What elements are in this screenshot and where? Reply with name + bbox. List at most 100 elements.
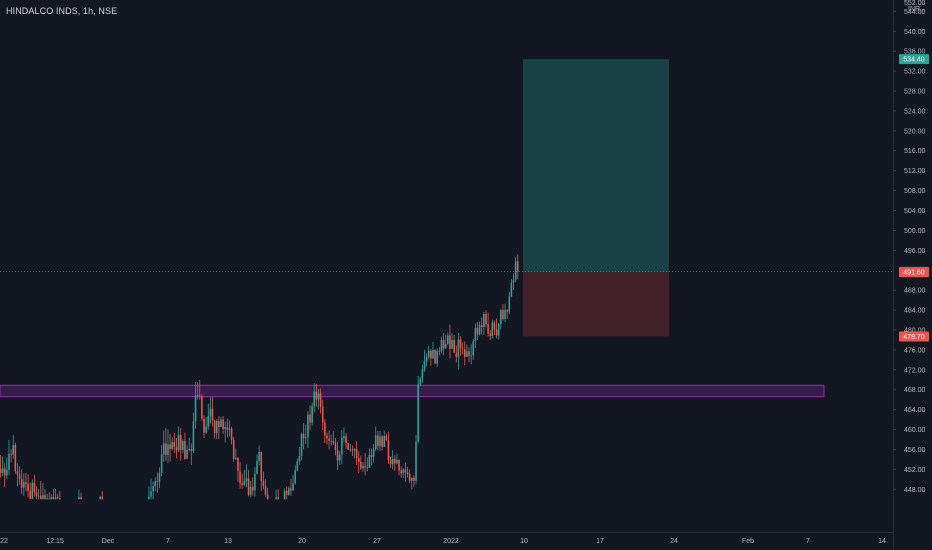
candle-body — [154, 481, 157, 487]
profit-zone[interactable] — [523, 59, 669, 273]
candle — [152, 481, 154, 500]
candle — [209, 396, 212, 424]
candle-body — [319, 393, 322, 407]
candle — [27, 474, 29, 498]
candle-body — [368, 454, 371, 468]
candle-body — [338, 454, 341, 461]
candle — [0, 454, 2, 478]
candle-body — [317, 393, 320, 400]
price-tick-label: 472.00 — [904, 367, 926, 374]
candle — [451, 332, 453, 349]
price-tag-label: 534.40 — [903, 57, 925, 64]
candle-body — [406, 472, 409, 474]
candle-body — [483, 314, 485, 327]
candle — [461, 342, 464, 355]
candle-body — [476, 327, 479, 335]
candle-body — [497, 324, 500, 336]
candle — [78, 489, 80, 500]
candle-body — [169, 444, 171, 449]
candle — [300, 432, 303, 461]
candle — [483, 312, 485, 335]
candle — [463, 341, 466, 366]
candle — [302, 423, 305, 450]
candle-body — [493, 322, 496, 330]
candles — [0, 254, 519, 500]
candle-body — [413, 477, 415, 481]
candle-body — [148, 496, 150, 500]
candle-body — [294, 470, 296, 484]
candle — [370, 448, 373, 466]
candle-body — [39, 495, 42, 500]
support-zone[interactable] — [0, 384, 825, 398]
candle — [12, 435, 15, 459]
time-tick-label: 22 — [0, 538, 8, 545]
candle-body — [31, 482, 34, 499]
candle — [440, 336, 443, 354]
time-axis[interactable]: 22 12:15 Dec 7 13 20 27 2022 10 17 24 Feb 7 14 — [0, 532, 893, 550]
candle-body — [245, 478, 248, 481]
candle — [427, 345, 430, 359]
candle — [39, 480, 42, 500]
candle — [3, 463, 6, 488]
candle — [343, 427, 345, 443]
candle-body — [232, 440, 235, 459]
candle-body — [425, 356, 428, 362]
candle-body — [313, 391, 316, 407]
candle — [179, 428, 182, 461]
candle-body — [370, 454, 373, 457]
price-tag: 534.40 — [899, 54, 929, 65]
candle — [298, 446, 301, 465]
candle-body — [309, 414, 311, 423]
candle-body — [389, 459, 392, 465]
candle-body — [353, 448, 356, 451]
candle — [226, 418, 229, 438]
candle — [330, 434, 333, 446]
candle-body — [201, 396, 203, 419]
price-tick-label: 512.00 — [904, 168, 926, 175]
candle — [444, 334, 447, 349]
candle-body — [478, 325, 481, 335]
candle — [235, 448, 237, 460]
candle — [23, 473, 25, 496]
candle-body — [470, 355, 472, 357]
candle-body — [410, 477, 413, 481]
candle — [351, 445, 354, 456]
candle — [266, 487, 269, 500]
candle-body — [211, 408, 214, 421]
candle-body — [78, 497, 80, 500]
candle — [442, 332, 445, 356]
time-tick-label: Dec — [102, 538, 115, 545]
candle-body — [222, 419, 224, 430]
candle — [50, 494, 53, 500]
candle — [294, 465, 296, 485]
candle — [404, 462, 407, 482]
candle-body — [419, 379, 422, 385]
candle — [506, 309, 508, 320]
candle-body — [3, 468, 6, 476]
candle — [304, 424, 307, 444]
candle-body — [440, 339, 443, 352]
candle — [512, 273, 515, 291]
time-tick-label: 14 — [878, 538, 886, 545]
candle-body — [52, 497, 55, 500]
candle-body — [12, 444, 15, 455]
loss-zone[interactable] — [523, 272, 669, 337]
candle — [379, 431, 381, 451]
candle — [52, 489, 55, 500]
candle-body — [404, 469, 407, 473]
candle-body — [220, 419, 222, 428]
candle-body — [341, 438, 343, 455]
candle-body — [351, 449, 354, 451]
candle-body — [266, 494, 269, 500]
candle-body — [391, 458, 394, 465]
candle — [25, 472, 27, 492]
candle-body — [449, 335, 451, 349]
candle — [190, 443, 193, 465]
candle-body — [311, 406, 313, 423]
candle-body — [275, 497, 277, 500]
candle — [449, 324, 451, 359]
symbol-title[interactable]: HINDALCO INDS, 1h, NSE — [6, 6, 118, 16]
candle — [504, 303, 506, 323]
